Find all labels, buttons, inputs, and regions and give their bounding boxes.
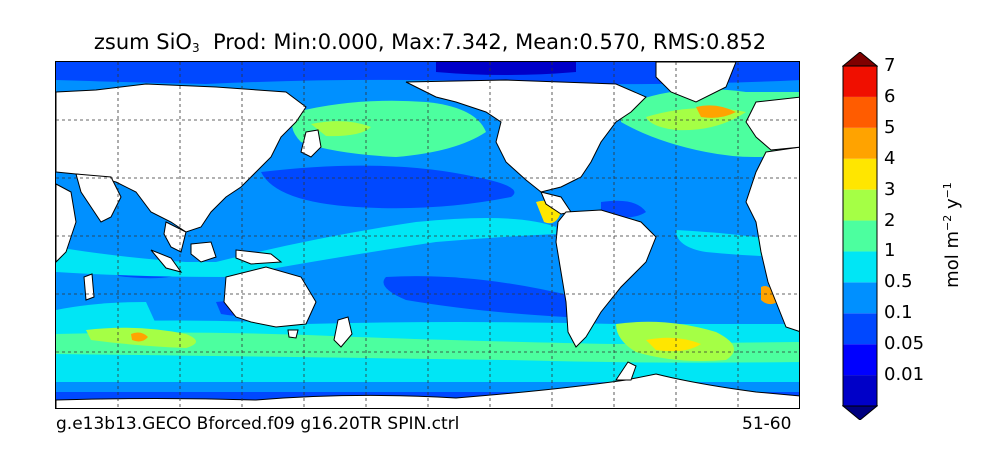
land-sumatra [150,249,183,273]
colorbar-segment [843,220,877,252]
colorbar-tick-label: 0.1 [884,302,913,324]
kuroshio-hotspot [311,121,371,137]
labrador-hotspot [696,105,736,118]
arctic-low [436,62,576,75]
ocean-map [55,61,800,409]
land-antarctica [56,373,799,408]
colorbar-tick-label: 1 [884,240,896,262]
unit-exp2: −1 [941,182,954,199]
land-australia [223,266,317,328]
title-field: zsum SiO [93,30,192,54]
colorbar-segment [843,344,877,376]
arctic-ocean [56,62,799,85]
unit-exp1: −2 [941,214,954,231]
colorbar-segment [843,96,877,128]
colorbar-segment [843,375,877,406]
colorbar-tick-label: 7 [884,55,896,76]
land-africa-west [745,146,799,332]
unit-main: mol m [942,231,963,288]
colorbar-extend-max [842,52,878,67]
colorbar-frame [842,65,878,407]
colorbar-tick-label: 0.5 [884,271,913,293]
land-south-america [555,209,657,348]
colorbar-segment [843,251,877,283]
land-new-guinea [235,249,283,265]
colorbar-tick-label: 3 [884,178,896,200]
land-africa-east [56,183,77,263]
colorbar-segment [843,66,877,97]
colorbar [842,52,878,420]
case-name: g.e13b13.GECO Bforced.f09 g16.20TR SPIN.… [56,414,460,434]
southern-indian-max [131,332,148,342]
land-europe [745,96,799,151]
colorbar-segment [843,127,877,159]
title-stats: Prod: Min:0.000, Max:7.342, Mean:0.570, … [212,30,767,54]
title-subscript: 3 [191,41,200,55]
colorbar-tick-label: 0.01 [884,364,925,386]
land-new-zealand [333,316,353,348]
land-india [75,173,122,223]
graticule [56,62,799,408]
plot-title: zsum SiO3 Prod: Min:0.000, Max:7.342, Me… [20,30,840,55]
colorbar-tick-label: 6 [884,85,896,107]
colorbar-segment [843,189,877,221]
land-borneo [190,241,217,263]
colorbar-tick-label: 0.05 [884,333,925,355]
colorbar-tick-label: 5 [884,116,896,138]
colorbar-tick-label: 2 [884,209,896,231]
map-svg [56,62,799,408]
land-antarctic-peninsula [615,361,637,381]
colorbar-unit: mol m−2 y−1 [941,182,963,288]
colorbar-segment [843,282,877,314]
north-pacific-high [292,100,486,157]
colorbar-tick-label: 4 [884,147,896,169]
years-label: 51-60 [742,414,792,434]
colorbar-segment [843,158,877,190]
weddell-max [646,337,701,352]
land-japan [300,129,322,158]
colorbar-segment [843,313,877,345]
land-madagascar [83,273,95,301]
land-north-america [405,79,647,193]
land-tasmania [287,329,299,339]
land-masses [56,62,799,408]
unit-mid: y [942,198,963,215]
benguela-upwelling [761,286,778,305]
colorbar-extend-min [842,405,878,420]
land-indochina [163,221,187,253]
